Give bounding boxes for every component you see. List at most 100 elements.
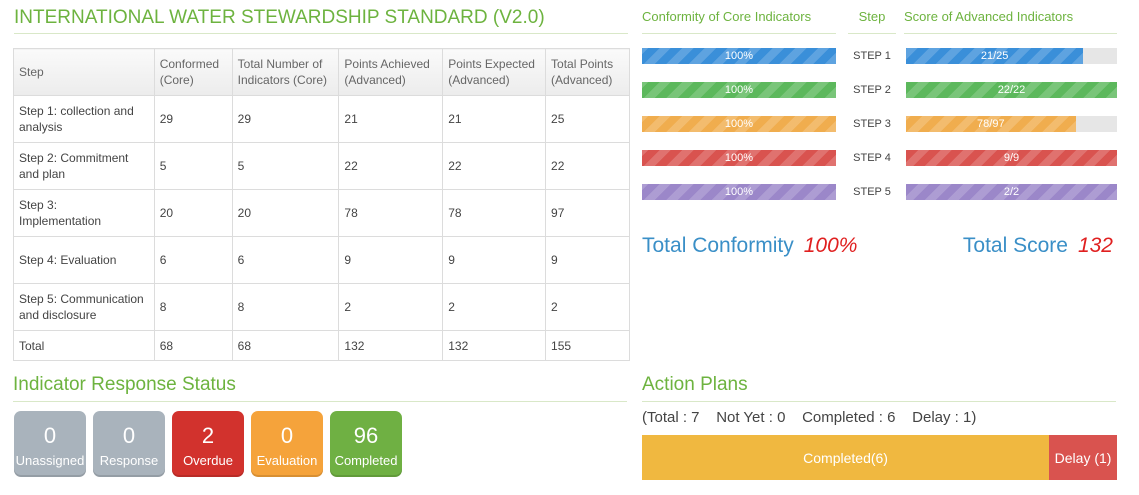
action-plan-segment-delay[interactable]: Delay (1) [1049,435,1117,480]
value-cell: 155 [545,330,630,361]
score-bar: 22/22 [906,82,1117,98]
value-cell: 29 [231,95,340,143]
total-conformity: Total Conformity 100% [642,234,857,258]
value-cell: 2 [545,283,630,331]
table-total-row: Total 68 68 132 132 155 [13,330,630,361]
score-bar-fill: 21/25 [906,48,1084,64]
score-bar-fill: 78/97 [906,116,1076,132]
step-cell: Total [13,330,155,361]
step-label: STEP 1 [853,50,891,62]
header-divider [904,33,1117,34]
value-cell: 20 [231,189,340,237]
action-plan-segment-completed[interactable]: Completed(6) [642,435,1050,480]
value-cell: 132 [442,330,547,361]
status-label: Evaluation [256,453,318,468]
value-cell: 6 [231,236,340,284]
conformity-bar: 100% [642,82,836,98]
value-cell: 21 [442,95,547,143]
status-tile-completed[interactable]: 96 Completed [330,411,402,477]
total-score-label: Total Score [962,234,1068,257]
total-conformity-label: Total Conformity [642,234,794,257]
score-bar-fill: 22/22 [906,82,1117,98]
conformity-bar-fill: 100% [642,184,836,200]
value-cell: 68 [153,330,233,361]
column-header: Step [13,48,155,96]
indicator-summary-table: Step Conformed (Core) Total Number of Indi… [13,48,630,361]
page-title: INTERNATIONAL WATER STEWARDSHIP STANDARD… [14,6,628,34]
value-cell: 78 [338,189,444,237]
value-cell: 8 [231,283,340,331]
status-count: 0 [43,423,57,448]
conformity-bar-fill: 100% [642,116,836,132]
status-count: 2 [201,423,215,448]
score-header: Score of Advanced Indicators [904,9,1074,24]
status-tiles: 0 Unassigned 0 Response 2 Overdue 0 Evaluation 9… [14,411,402,477]
column-header: Points Expected (Advanced) [442,48,547,96]
value-cell: 5 [153,142,233,190]
score-bar: 78/97 [906,116,1117,132]
value-cell: 22 [442,142,547,190]
step-header: Step [858,9,886,24]
value-cell: 8 [153,283,233,331]
step-label: STEP 5 [853,186,891,198]
conformity-bar: 100% [642,116,836,132]
action-plans-summary: (Total : 7 Not Yet : 0 Completed : 6 Del… [642,409,977,426]
score-bar-fill: 9/9 [906,150,1117,166]
value-cell: 5 [231,142,340,190]
value-cell: 97 [545,189,630,237]
status-label: Overdue [183,453,233,468]
table-row: Step 3: Implementation 20 20 78 78 97 [13,189,630,237]
conformity-header: Conformity of Core Indicators [642,9,812,24]
value-cell: 20 [153,189,233,237]
value-cell: 22 [338,142,444,190]
action-plans-bar: Completed(6) Delay (1) [642,435,1117,480]
value-cell: 22 [545,142,630,190]
total-score-value: 132 [1077,234,1113,257]
status-count: 0 [280,423,294,448]
value-cell: 9 [442,236,547,284]
status-count: 0 [122,423,136,448]
conformity-bar: 100% [642,184,836,200]
value-cell: 9 [545,236,630,284]
value-cell: 78 [442,189,547,237]
value-cell: 2 [442,283,547,331]
status-tile-overdue[interactable]: 2 Overdue [172,411,244,477]
total-conformity-value: 100% [803,234,858,257]
step-cell: Step 4: Evaluation [13,236,155,284]
value-cell: 68 [231,330,340,361]
conformity-bar: 100% [642,48,836,64]
header-divider [642,33,836,34]
value-cell: 29 [153,95,233,143]
step-label: STEP 4 [853,152,891,164]
status-count: 96 [353,423,379,448]
value-cell: 2 [338,283,444,331]
score-bar-fill: 2/2 [906,184,1117,200]
step-cell: Step 5: Communication and disclosure [13,283,155,331]
action-plans-title: Action Plans [642,374,1116,402]
indicator-status-title: Indicator Response Status [13,374,627,402]
status-label: Completed [334,453,398,468]
step-cell: Step 1: collection and analysis [13,95,155,143]
step-label: STEP 3 [853,118,891,130]
table-row: Step 5: Communication and disclosure 8 8 2 2… [13,283,630,331]
column-header: Total Number of Indicators (Core) [231,48,340,96]
step-cell: Step 3: Implementation [13,189,155,237]
conformity-bar-fill: 100% [642,82,836,98]
header-divider [848,33,896,34]
value-cell: 6 [153,236,233,284]
column-header: Conformed (Core) [153,48,233,96]
value-cell: 25 [545,95,630,143]
status-tile-unassigned[interactable]: 0 Unassigned [14,411,86,477]
status-tile-response[interactable]: 0 Response [93,411,165,477]
step-label: STEP 2 [853,84,891,96]
status-tile-evaluation[interactable]: 0 Evaluation [251,411,323,477]
table-body: Step 1: collection and analysis 29 29 21 21 25… [13,95,630,361]
score-bar: 2/2 [906,184,1117,200]
status-label: Unassigned [15,453,85,468]
conformity-bar-fill: 100% [642,48,836,64]
score-bar: 9/9 [906,150,1117,166]
column-header: Total Points (Advanced) [545,48,630,96]
value-cell: 132 [338,330,444,361]
conformity-bar-fill: 100% [642,150,836,166]
total-score: Total Score 132 [963,234,1113,258]
